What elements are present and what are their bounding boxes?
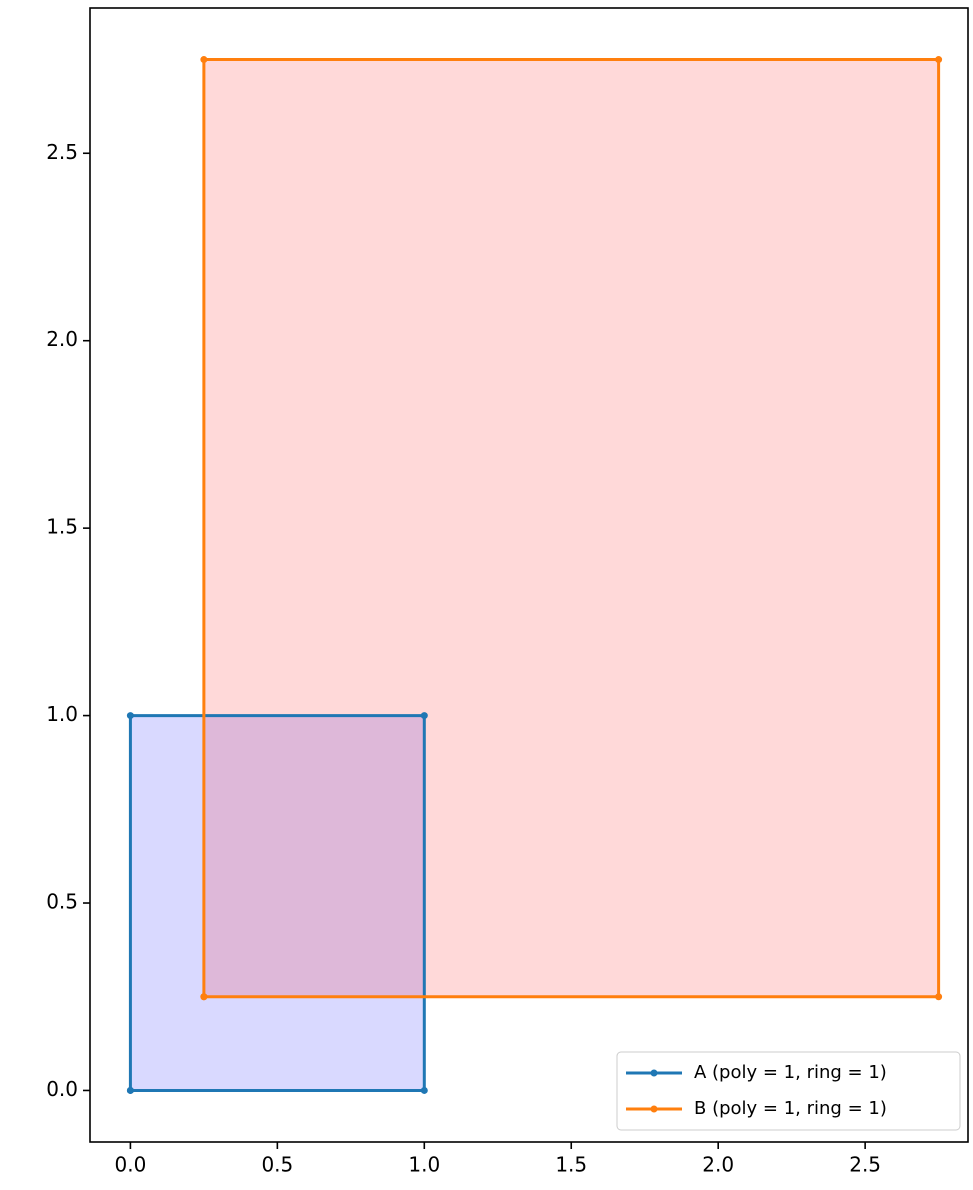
point [126, 1086, 134, 1094]
y-tick-label: 1.0 [46, 702, 78, 726]
point [935, 56, 943, 64]
x-tick-label: 2.0 [702, 1153, 734, 1177]
point [126, 712, 134, 720]
point [935, 993, 943, 1001]
x-tick-label: 1.0 [408, 1153, 440, 1177]
y-tick-label: 0.0 [46, 1077, 78, 1101]
x-tick-label: 2.5 [849, 1153, 881, 1177]
legend-label: B (poly = 1, ring = 1) [694, 1098, 887, 1119]
point [420, 1086, 428, 1094]
x-tick-label: 0.0 [115, 1153, 147, 1177]
point [200, 993, 208, 1001]
y-tick-label: 2.0 [46, 327, 78, 351]
x-tick-label: 0.5 [261, 1153, 293, 1177]
legend-box [616, 1051, 961, 1131]
plot-frame [89, 7, 969, 1143]
y-tick-label: 2.5 [46, 140, 78, 164]
point [420, 712, 428, 720]
legend-label: A (poly = 1, ring = 1) [694, 1062, 887, 1083]
x-tick-label: 1.5 [555, 1153, 587, 1177]
point [200, 56, 208, 64]
legend-marker [650, 1105, 658, 1113]
y-tick-label: 1.5 [46, 515, 78, 539]
polygon-fill [203, 59, 939, 997]
y-tick-label: 0.5 [46, 890, 78, 914]
legend-marker [650, 1069, 658, 1077]
legend: A (poly = 1, ring = 1) B (poly = 1, ring … [616, 1051, 961, 1131]
